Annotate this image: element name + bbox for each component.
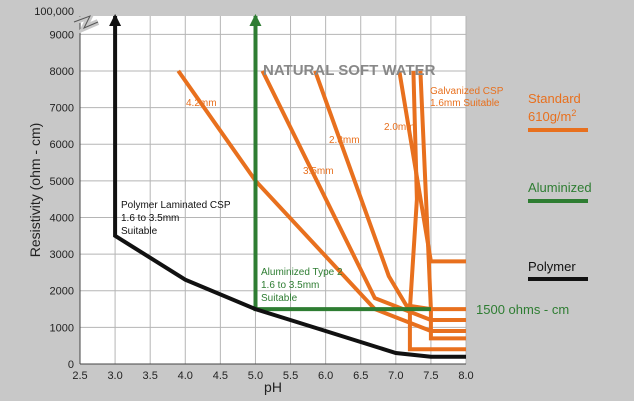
chart-title: NATURAL SOFT WATER bbox=[263, 62, 436, 79]
x-tick-label-7: 6.0 bbox=[318, 370, 333, 382]
axis-break-marker bbox=[72, 10, 100, 34]
legend: Standard 610g/m2 Aluminized Polymer bbox=[528, 91, 592, 281]
x-tick-label-11: 8.0 bbox=[458, 370, 473, 382]
x-tick-label-9: 7.0 bbox=[388, 370, 403, 382]
y-tick-label-9: 9000 bbox=[50, 29, 74, 41]
y-tick-label-2: 2000 bbox=[50, 286, 74, 298]
y-tick-label-7: 7000 bbox=[50, 103, 74, 115]
y-tick-label-0: 0 bbox=[68, 359, 74, 371]
legend-swatch-standard bbox=[528, 128, 588, 132]
y-tick-label-1: 1000 bbox=[50, 322, 74, 334]
label-2-0mm: 2.0mm bbox=[384, 122, 415, 133]
y-tick-label-5: 5000 bbox=[50, 176, 74, 188]
legend-swatch-polymer bbox=[528, 277, 588, 281]
label-aluminized-2: 1.6 to 3.5mm bbox=[261, 280, 319, 291]
series-line-3-2-0mm bbox=[397, 70, 466, 264]
legend-standard-line1: Standard bbox=[528, 91, 581, 106]
tick-labels: 2.5 3.0 3.5 4.0 4.5 5.0 5.5 6.0 6.5 7.0 7.5 8.0 0 100… bbox=[50, 29, 474, 382]
label-galvanized-2: 1.6mm Suitable bbox=[430, 98, 500, 109]
x-tick-label-4: 4.5 bbox=[213, 370, 228, 382]
label-3-5mm: 3.5mm bbox=[303, 166, 334, 177]
series-arrowhead-6 bbox=[249, 14, 262, 26]
y-tick-label-4: 4000 bbox=[50, 212, 74, 224]
y-tick-label-6: 6000 bbox=[50, 139, 74, 151]
x-axis-title: pH bbox=[264, 379, 282, 395]
y-top-tick-label: 100,000 bbox=[34, 6, 74, 18]
series-line-4-1-6mm bbox=[418, 70, 466, 341]
x-tick-label-6: 5.5 bbox=[283, 370, 298, 382]
label-4-2mm: 4.2mm bbox=[186, 98, 217, 109]
x-tick-label-10: 7.5 bbox=[423, 370, 438, 382]
threshold-label: 1500 ohms - cm bbox=[476, 302, 569, 317]
label-polymer-2: 1.6 to 3.5mm bbox=[121, 213, 179, 224]
y-tick-label-8: 8000 bbox=[50, 66, 74, 78]
legend-swatch-aluminized bbox=[528, 199, 588, 203]
legend-standard-line2: 610g/m2 bbox=[528, 108, 576, 124]
x-tick-label-0: 2.5 bbox=[72, 370, 87, 382]
legend-aluminized: Aluminized bbox=[528, 180, 592, 195]
x-tick-label-5: 5.0 bbox=[248, 370, 263, 382]
x-tick-label-2: 3.5 bbox=[143, 370, 158, 382]
y-axis-title: Resistivity (ohm - cm) bbox=[27, 123, 43, 258]
y-tick-label-3: 3000 bbox=[50, 249, 74, 261]
x-tick-label-3: 4.0 bbox=[178, 370, 193, 382]
x-tick-label-8: 6.5 bbox=[353, 370, 368, 382]
label-polymer-1: Polymer Laminated CSP bbox=[121, 200, 231, 211]
label-polymer-3: Suitable bbox=[121, 226, 158, 237]
series-arrowhead-7 bbox=[109, 14, 122, 26]
legend-polymer: Polymer bbox=[528, 259, 576, 274]
series-line-2-2-8mm bbox=[313, 70, 466, 312]
x-tick-label-1: 3.0 bbox=[107, 370, 122, 382]
label-aluminized-1: Aluminized Type 2 bbox=[261, 267, 343, 278]
label-galvanized-1: Galvanized CSP bbox=[430, 86, 504, 97]
label-aluminized-3: Suitable bbox=[261, 293, 298, 304]
label-2-8mm: 2.8mm bbox=[329, 135, 360, 146]
series-line-7-polymer-laminated-csp bbox=[113, 16, 466, 359]
series-group bbox=[109, 14, 466, 359]
